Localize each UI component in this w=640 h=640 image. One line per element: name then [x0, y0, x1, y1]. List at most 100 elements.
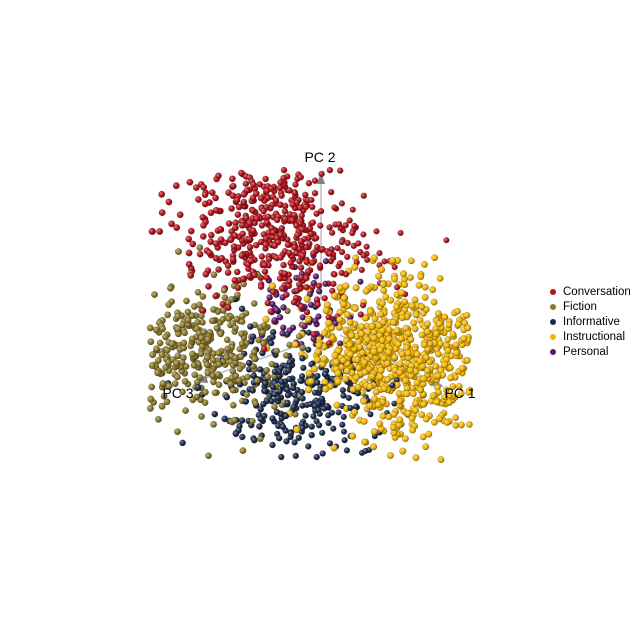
scatter-point-conversation: [349, 206, 356, 213]
scatter-point-conversation: [246, 219, 254, 227]
scatter-point-fiction: [171, 380, 179, 388]
scatter-point-informative: [345, 394, 352, 402]
scatter-point-conversation: [376, 249, 383, 257]
scatter-point-instructional: [442, 386, 450, 394]
scatter-point-instructional: [310, 365, 319, 373]
scatter-point-instructional: [401, 435, 409, 443]
scatter-point-conversation: [391, 263, 398, 271]
scatter-point-conversation: [293, 222, 300, 229]
scatter-point-instructional: [360, 397, 368, 405]
scatter-point-conversation: [249, 227, 257, 235]
scatter-point-conversation: [212, 292, 220, 300]
scatter-point-instructional: [394, 340, 402, 348]
scatter-point-informative: [305, 443, 312, 450]
scatter-point-conversation: [326, 166, 334, 174]
scatter-point-instructional: [339, 356, 347, 364]
scatter-point-fiction: [251, 355, 259, 363]
scatter-point-instructional: [368, 322, 376, 331]
scatter-point-instructional: [407, 336, 415, 343]
scatter-point-informative: [325, 419, 332, 427]
scatter-point-fiction: [282, 352, 290, 359]
scatter-point-conversation: [189, 240, 197, 248]
scatter-point-instructional: [406, 366, 414, 374]
scatter-point-fiction: [219, 315, 227, 323]
scatter-point-personal: [286, 327, 293, 334]
scatter-point-conversation: [303, 274, 310, 282]
scatter-point-informative: [250, 372, 257, 380]
scatter-point-fiction: [149, 351, 157, 359]
scatter-point-instructional: [449, 330, 457, 338]
scatter-point-fiction: [268, 360, 276, 368]
scatter-point-personal: [280, 324, 287, 331]
scatter-point-informative: [282, 412, 290, 420]
scatter-point-conversation: [331, 271, 338, 278]
scatter-point-informative: [247, 323, 254, 330]
scatter-point-instructional: [370, 348, 378, 356]
scatter-point-instructional: [421, 283, 429, 291]
scatter-point-fiction: [156, 339, 164, 347]
scatter-point-instructional: [444, 336, 452, 343]
scatter-point-fiction: [225, 315, 232, 322]
scatter-point-instructional: [352, 373, 361, 382]
scatter-point-conversation: [280, 174, 287, 182]
legend-label-instructional: Instructional: [563, 330, 626, 343]
scatter-point-conversation: [212, 240, 220, 248]
scatter-point-conversation: [280, 166, 288, 174]
scatter-point-informative: [295, 434, 303, 442]
scatter-point-instructional: [465, 388, 473, 396]
scatter-point-conversation: [257, 283, 265, 291]
scatter-point-instructional: [331, 351, 339, 360]
scatter-point-instructional: [444, 347, 452, 355]
scatter-point-conversation: [317, 222, 324, 229]
scatter-point-instructional: [313, 356, 321, 364]
scatter-point-instructional: [368, 372, 376, 380]
scatter-point-conversation: [249, 207, 257, 214]
scatter-point-conversation: [186, 178, 194, 186]
scatter-point-informative: [271, 391, 278, 398]
scatter-point-informative: [297, 377, 304, 385]
scatter-point-instructional: [429, 392, 437, 400]
scatter-point-conversation: [355, 240, 362, 247]
scatter-point-instructional: [384, 376, 392, 384]
scatter-point-personal: [332, 320, 339, 327]
scatter-point-conversation: [286, 277, 293, 285]
scatter-point-conversation: [200, 183, 208, 191]
scatter-point-fiction: [228, 296, 235, 303]
scatter-point-instructional: [315, 341, 323, 349]
scatter-point-fiction: [229, 367, 237, 375]
scatter-point-conversation: [280, 261, 287, 269]
scatter-point-conversation: [262, 241, 270, 249]
scatter-point-fiction: [264, 373, 272, 380]
scatter-point-conversation: [227, 236, 235, 244]
scatter-point-informative: [290, 403, 297, 411]
scatter-point-informative: [238, 305, 246, 313]
scatter-point-informative: [299, 395, 306, 402]
scatter-point-conversation: [331, 204, 338, 211]
legend-label-fiction: Fiction: [563, 300, 597, 313]
legend-swatch-fiction: [550, 303, 556, 310]
scatter-point-conversation: [278, 192, 285, 199]
scatter-point-instructional: [349, 385, 357, 394]
scatter-point-instructional: [436, 274, 444, 282]
scatter-point-instructional: [336, 315, 344, 324]
scatter-point-conversation: [311, 189, 319, 197]
scatter-point-instructional: [376, 373, 384, 381]
scatter-point-fiction: [213, 324, 221, 332]
scatter-point-conversation: [185, 235, 193, 243]
scatter-point-informative: [335, 409, 342, 416]
scatter-point-instructional: [424, 320, 431, 328]
scatter-point-instructional: [358, 323, 366, 331]
scatter-point-fiction: [232, 372, 240, 380]
scatter-point-instructional: [305, 386, 313, 394]
scatter-point-instructional: [334, 377, 342, 385]
scatter-point-fiction: [239, 312, 246, 320]
scatter-point-conversation: [338, 238, 345, 246]
scatter-point-fiction: [210, 271, 218, 279]
scatter-point-instructional: [452, 414, 459, 422]
scatter-point-instructional: [370, 428, 378, 436]
scatter-point-personal: [315, 313, 322, 320]
scatter-point-instructional: [425, 430, 433, 438]
scatter-point-instructional: [383, 359, 391, 367]
axis-label-pc3: PC 3: [162, 385, 193, 401]
scatter-point-instructional: [374, 401, 382, 409]
